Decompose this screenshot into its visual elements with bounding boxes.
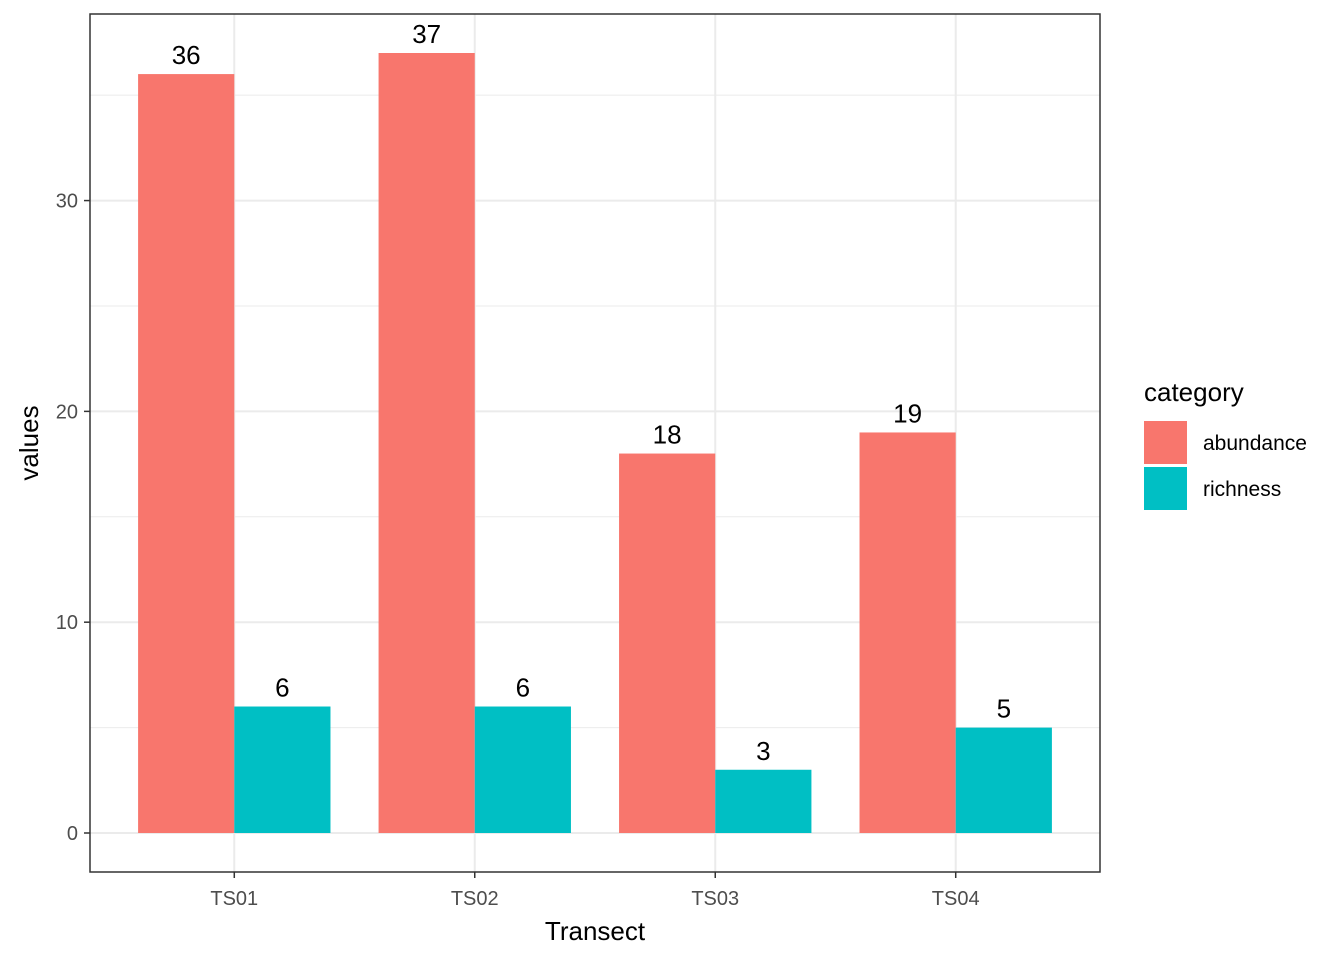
bar-richness-ts04	[955, 727, 1052, 833]
y-tick-label: 30	[56, 191, 78, 213]
bar-value-label: 3	[756, 736, 770, 766]
bar-value-label: 5	[997, 694, 1011, 724]
bar-richness-ts01	[234, 706, 331, 833]
bar-richness-ts02	[474, 706, 571, 833]
x-tick-label: TS04	[932, 888, 980, 910]
bar-abundance-ts04	[859, 432, 956, 833]
bar-richness-ts03	[715, 769, 812, 833]
y-tick-label: 10	[56, 612, 78, 634]
bar-abundance-ts02	[378, 53, 475, 833]
bar-abundance-ts03	[619, 453, 716, 833]
legend-label-richness: richness	[1203, 478, 1281, 501]
legend-key-abundance	[1144, 421, 1187, 464]
bar-abundance-ts01	[138, 74, 235, 834]
bar-value-label: 37	[412, 19, 441, 49]
bar-value-label: 19	[893, 398, 922, 428]
panel-border	[89, 13, 1101, 873]
bar-value-label: 18	[653, 420, 682, 450]
legend-key-richness	[1144, 467, 1187, 510]
y-axis-title: values	[14, 405, 44, 480]
legend-items: abundance richness	[1144, 421, 1307, 510]
axes: 0 10 20 30 TS01 TS02 TS03 TS04	[56, 191, 980, 910]
y-tick-label: 20	[56, 401, 78, 423]
bar-value-label: 6	[516, 673, 530, 703]
bar-labels: 36 37 18 19 6 6 3 5	[172, 19, 1011, 766]
legend-label-abundance: abundance	[1203, 432, 1307, 455]
bar-value-label: 6	[275, 673, 289, 703]
y-tick-label: 0	[67, 823, 78, 845]
bars	[138, 53, 1052, 834]
legend-title: category	[1144, 377, 1244, 407]
x-axis-title: Transect	[545, 916, 646, 946]
legend: category abundance richness	[1144, 377, 1307, 510]
x-tick-label: TS01	[210, 888, 258, 910]
x-tick-label: TS03	[691, 888, 739, 910]
bar-value-label: 36	[172, 40, 201, 70]
x-tick-label: TS02	[451, 888, 499, 910]
